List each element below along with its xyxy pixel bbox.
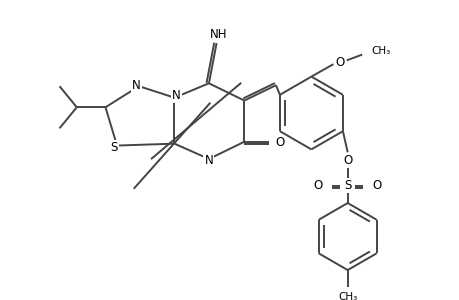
Text: S: S xyxy=(110,141,118,154)
Text: O: O xyxy=(274,136,284,149)
Text: CH₃: CH₃ xyxy=(337,292,357,300)
Text: N: N xyxy=(204,154,213,167)
Text: N: N xyxy=(172,89,180,102)
Text: O: O xyxy=(335,56,344,69)
Text: NH: NH xyxy=(209,28,227,41)
Text: S: S xyxy=(343,179,351,192)
Text: O: O xyxy=(372,179,381,192)
Text: CH₃: CH₃ xyxy=(371,46,390,56)
Text: O: O xyxy=(313,179,322,192)
Text: N: N xyxy=(131,79,140,92)
Text: O: O xyxy=(342,154,352,167)
